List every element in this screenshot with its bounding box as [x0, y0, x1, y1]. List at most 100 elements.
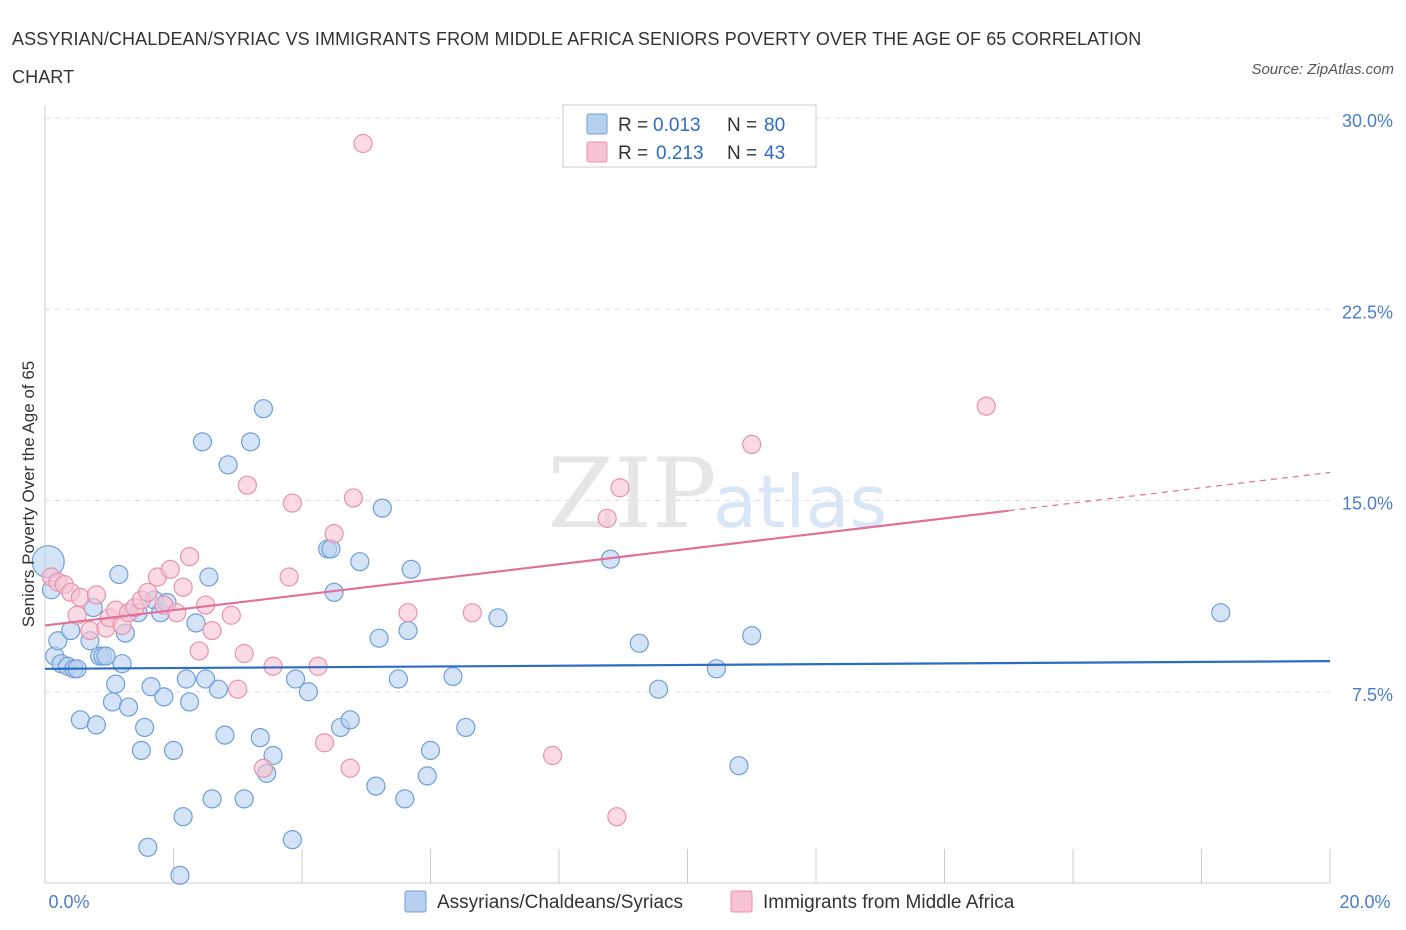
y-axis-label: Seniors Poverty Over the Age of 65 [19, 361, 38, 627]
assyrians-point-69 [456, 717, 476, 738]
assyrians-point-17 [106, 674, 126, 694]
legend-n-value-2: 43 [764, 143, 785, 164]
assyrians-point-63 [395, 789, 415, 809]
assyrians-point-3 [48, 631, 68, 651]
assyrians-point-23 [131, 740, 151, 761]
middle-africa-point-26 [228, 679, 248, 699]
middle-africa-point-35 [324, 524, 344, 544]
middle-africa-point-21 [179, 546, 200, 567]
assyrians-point-41 [208, 679, 229, 699]
legend-r-value-1: 0.013 [653, 115, 701, 136]
assyrians-point-58 [350, 552, 370, 572]
legend-n-label-1: N = [727, 115, 757, 136]
middle-africa-point-25 [221, 605, 241, 625]
assyrians-point-16 [102, 692, 123, 712]
legend-r-label-1: R = [618, 115, 648, 136]
middle-africa-point-19 [167, 603, 187, 623]
assyrians-point-9 [70, 710, 90, 730]
y-tick-label-1: 15.0% [1342, 494, 1393, 514]
assyrians-point-29 [154, 687, 174, 707]
y-tick-label-3: 30.0% [1342, 111, 1393, 131]
assyrians-point-45 [241, 432, 261, 452]
trend-line-middle-africa [44, 509, 1009, 627]
middle-africa-point-22 [189, 641, 209, 661]
assyrians-point-38 [196, 669, 216, 689]
middle-africa-point-20 [173, 577, 193, 597]
assyrians-point-73 [648, 679, 669, 699]
assyrians-point-18 [109, 564, 129, 585]
middle-africa-point-44 [610, 478, 630, 498]
middle-africa-point-41 [542, 745, 563, 766]
middle-africa-point-43 [607, 807, 627, 827]
assyrians-point-76 [742, 626, 762, 646]
y-tick-label-2: 22.5% [1342, 302, 1393, 322]
middle-africa-point-42 [597, 508, 617, 528]
assyrians-point-75 [729, 756, 749, 776]
stats-legend: R = 0.013 N = 80 R = 0.213 N = 43 [562, 104, 817, 168]
assyrians-point-72 [629, 633, 649, 653]
assyrians-point-37 [192, 432, 213, 452]
series-legend-swatch-blue [404, 890, 427, 913]
trend-line-assyrians [44, 660, 1331, 670]
middle-africa-point-34 [314, 733, 335, 753]
assyrians-point-32 [170, 865, 190, 885]
middle-africa-point-24 [202, 620, 222, 641]
assyrians-point-34 [176, 669, 196, 689]
assyrians-point-49 [263, 745, 283, 766]
assyrians-point-65 [401, 559, 421, 579]
trend-line-middle-africa-extension [1008, 471, 1331, 512]
assyrians-point-68 [443, 666, 463, 687]
middle-africa-point-36 [340, 758, 360, 778]
assyrians-point-61 [372, 498, 392, 518]
assyrians-point-77 [1211, 603, 1231, 623]
assyrians-point-62 [388, 669, 408, 689]
series-legend-label-blue: Assyrians/Chaldeans/Syriacs [437, 892, 683, 913]
assyrians-point-44 [234, 789, 254, 809]
assyrians-point-19 [112, 654, 132, 674]
assyrians-point-57 [340, 710, 360, 730]
middle-africa-point-30 [263, 656, 283, 676]
assyrians-point-39 [199, 567, 219, 587]
watermark-atlas: atlas [713, 460, 887, 544]
assyrians-point-12 [86, 715, 107, 735]
legend-n-value-1: 80 [764, 115, 785, 136]
middle-africa-point-29 [253, 758, 274, 778]
assyrians-point-36 [186, 613, 206, 633]
assyrians-point-42 [215, 725, 235, 745]
assyrians-point-24 [134, 717, 155, 738]
trend-lines [44, 471, 1331, 670]
assyrians-point-21 [118, 697, 139, 717]
y-tick-labels: 7.5% 15.0% 22.5% 30.0% [1342, 111, 1393, 705]
watermark-zip: ZIP [547, 438, 716, 550]
assyrians-point-35 [179, 692, 200, 712]
middle-africa-point-7 [86, 585, 107, 605]
source-label: Source: ZipAtlas.com [1251, 61, 1394, 78]
legend-r-value-2: 0.213 [656, 143, 704, 164]
middle-africa-point-39 [398, 603, 418, 623]
assyrians-point-74 [706, 659, 727, 679]
assyrians-point-52 [298, 682, 319, 702]
legend-swatch-pink [586, 141, 608, 163]
x-tick-min: 0.0% [48, 892, 89, 912]
series-assyrians-points [31, 399, 1231, 885]
middle-africa-point-18 [160, 559, 180, 579]
series-legend-label-pink: Immigrants from Middle Africa [763, 892, 1015, 913]
middle-africa-point-6 [80, 620, 100, 641]
middle-africa-point-37 [343, 488, 363, 508]
assyrians-point-33 [173, 807, 193, 827]
middle-africa-point-40 [462, 603, 482, 623]
middle-africa-point-46 [976, 396, 996, 416]
assyrians-point-25 [141, 677, 161, 697]
assyrians-point-43 [218, 455, 238, 475]
assyrians-point-70 [488, 608, 508, 628]
middle-africa-point-15 [138, 582, 158, 602]
assyrians-point-47 [253, 399, 274, 419]
assyrians-point-46 [250, 728, 270, 748]
series-legend-swatch-pink [730, 890, 753, 913]
assyrians-point-51 [285, 669, 306, 689]
middle-africa-point-27 [234, 643, 254, 664]
axes [44, 106, 1331, 884]
assyrians-point-50 [282, 830, 302, 850]
chart-title: ASSYRIAN/CHALDEAN/SYRIAC VS IMMIGRANTS F… [12, 29, 1142, 87]
